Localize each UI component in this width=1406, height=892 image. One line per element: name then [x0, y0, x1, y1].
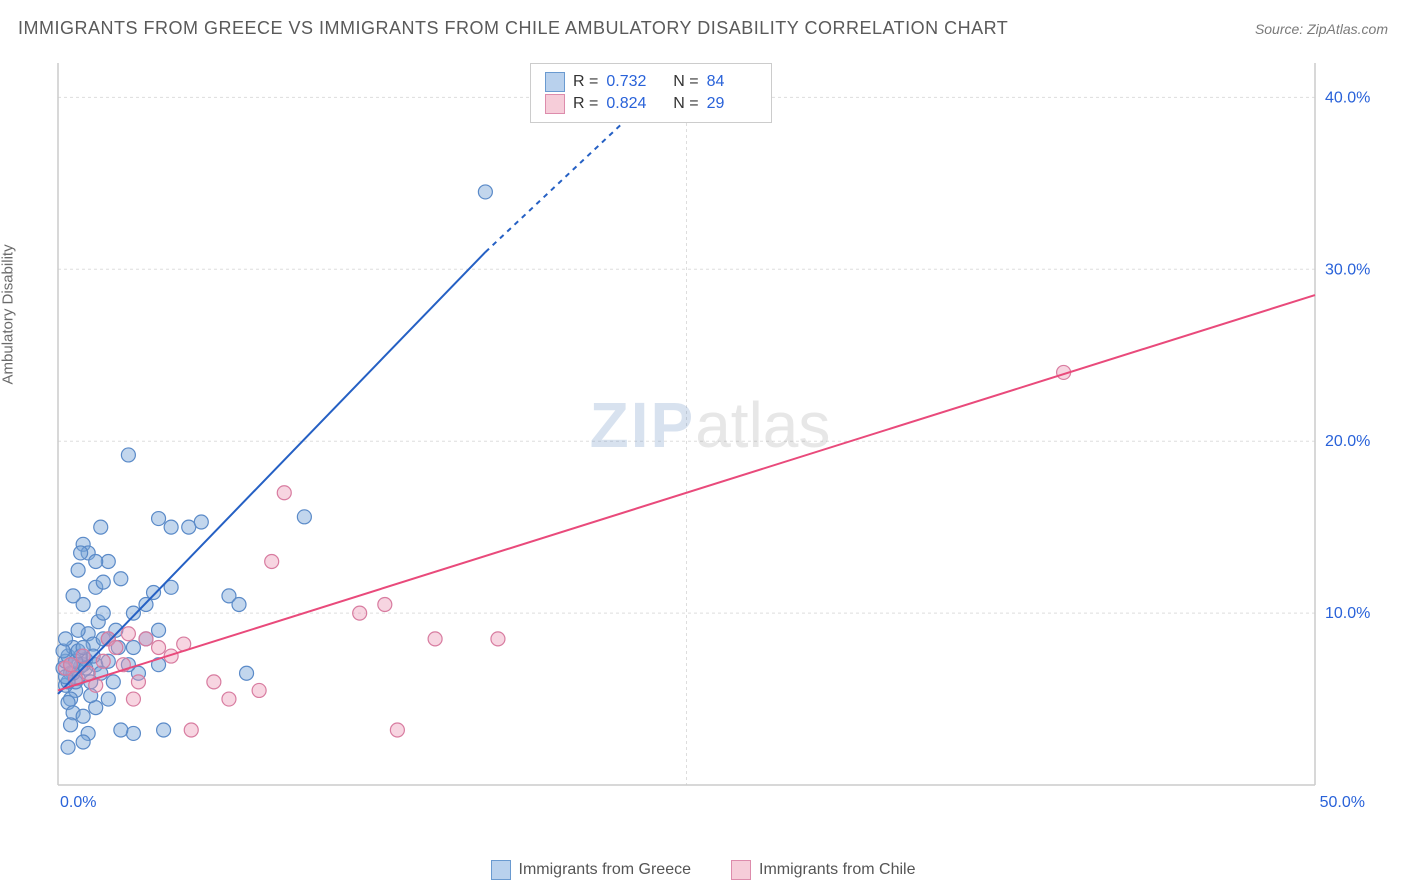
svg-text:40.0%: 40.0% — [1325, 89, 1370, 106]
r-value: 0.824 — [606, 95, 656, 113]
source-attribution: Source: ZipAtlas.com — [1255, 21, 1388, 37]
stats-swatch — [545, 72, 565, 92]
chart-title: IMMIGRANTS FROM GREECE VS IMMIGRANTS FRO… — [18, 18, 1008, 39]
y-axis-label: Ambulatory Disability — [0, 244, 17, 384]
r-value: 0.732 — [606, 73, 656, 91]
legend-swatch-chile — [731, 860, 751, 880]
n-value: 84 — [707, 73, 757, 91]
scatter-chart-svg: 10.0% 20.0% 30.0% 40.0% 0.0% 50.0% — [50, 55, 1370, 825]
n-value: 29 — [707, 95, 757, 113]
svg-text:20.0%: 20.0% — [1325, 433, 1370, 450]
n-label: N = — [664, 95, 698, 113]
legend-label-greece: Immigrants from Greece — [519, 861, 691, 879]
r-label: R = — [573, 73, 598, 91]
legend-label-chile: Immigrants from Chile — [759, 861, 915, 879]
legend-item-chile: Immigrants from Chile — [731, 860, 915, 880]
svg-text:10.0%: 10.0% — [1325, 605, 1370, 622]
legend-item-greece: Immigrants from Greece — [491, 860, 691, 880]
correlation-stats-box: R = 0.732 N = 84 R = 0.824 N = 29 — [530, 63, 772, 123]
n-label: N = — [664, 73, 698, 91]
stats-swatch — [545, 94, 565, 114]
bottom-legend: Immigrants from Greece Immigrants from C… — [0, 860, 1406, 880]
r-label: R = — [573, 95, 598, 113]
chart-area: 10.0%20.0%30.0%40.0%0.0%50.0% ZIPatlas R… — [50, 55, 1370, 825]
svg-text:50.0%: 50.0% — [1320, 794, 1365, 811]
chart-header: IMMIGRANTS FROM GREECE VS IMMIGRANTS FRO… — [18, 18, 1388, 39]
legend-swatch-greece — [491, 860, 511, 880]
stats-row: R = 0.732 N = 84 — [545, 72, 757, 92]
svg-text:0.0%: 0.0% — [60, 794, 96, 811]
svg-text:30.0%: 30.0% — [1325, 261, 1370, 278]
stats-row: R = 0.824 N = 29 — [545, 94, 757, 114]
